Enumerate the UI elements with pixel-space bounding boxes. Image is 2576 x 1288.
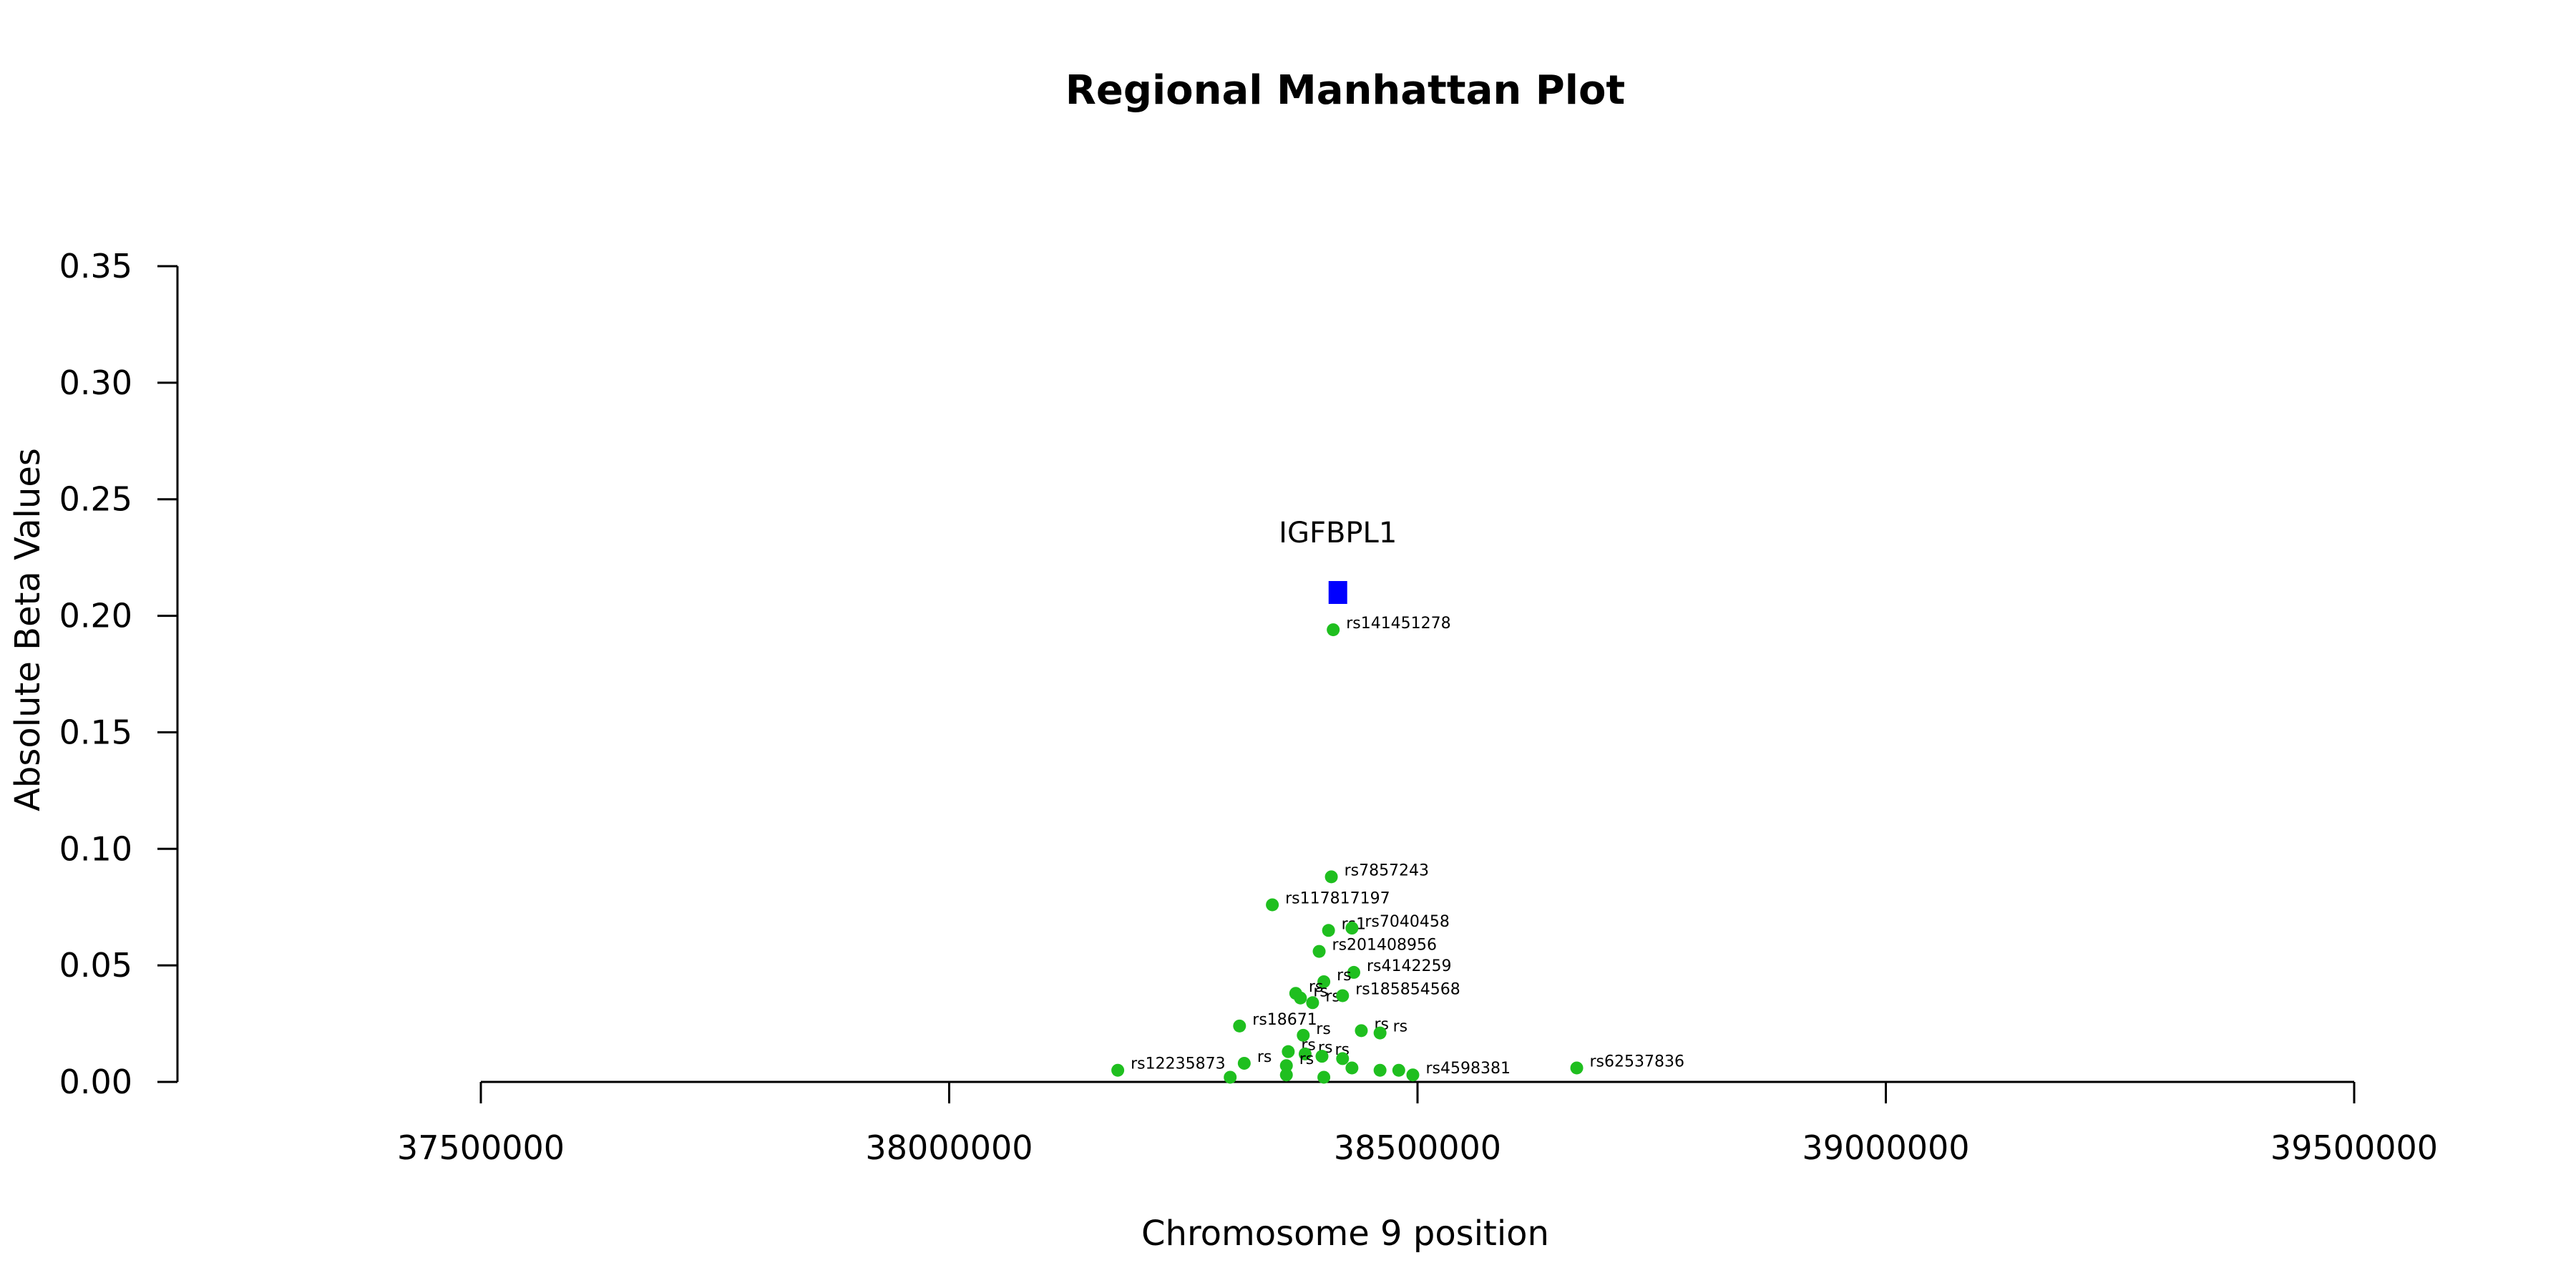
y-tick-label: 0.15 xyxy=(59,713,132,751)
y-tick-label: 0.30 xyxy=(59,364,132,402)
chart-title: Regional Manhattan Plot xyxy=(1065,67,1625,114)
y-tick-label: 0.00 xyxy=(59,1063,132,1101)
x-tick-label: 38500000 xyxy=(1334,1128,1501,1167)
snp-label: rs xyxy=(1313,983,1328,1001)
y-tick-label: 0.05 xyxy=(59,946,132,985)
snp-label: rs7857243 xyxy=(1345,862,1430,879)
snp-label: rs7040458 xyxy=(1365,913,1450,931)
gene-marker xyxy=(1328,581,1347,604)
snp-label: rs141451278 xyxy=(1346,615,1450,633)
snp-label: rs4142259 xyxy=(1367,957,1452,975)
snp-point xyxy=(1327,623,1340,637)
y-tick-label: 0.20 xyxy=(59,597,132,635)
snp-label: rs xyxy=(1309,978,1324,996)
points-layer: rs141451278rs7857243rs117817197rs1rs7040… xyxy=(1111,615,1684,1084)
snp-point xyxy=(1570,1061,1584,1075)
snp-point xyxy=(1406,1068,1420,1082)
y-tick-label: 0.10 xyxy=(59,829,132,868)
snp-label: rs12235873 xyxy=(1131,1055,1225,1073)
x-ticks: 37500000 38000000 38500000 39000000 39500000 xyxy=(397,1082,2438,1167)
x-tick-label: 39500000 xyxy=(2270,1128,2438,1167)
snp-point xyxy=(1224,1070,1237,1084)
x-tick-label: 39000000 xyxy=(1802,1128,1969,1167)
snp-point xyxy=(1345,1061,1359,1075)
snp-label: rs185854568 xyxy=(1355,980,1460,998)
snp-label: rs xyxy=(1393,1018,1408,1036)
y-ticks: 0.00 0.05 0.10 0.15 0.20 0.25 0.30 0.35 xyxy=(59,247,177,1101)
gene-label: IGFBPL1 xyxy=(1279,517,1397,550)
snp-point xyxy=(1306,996,1319,1010)
snp-point xyxy=(1392,1063,1405,1077)
snp-label: rs117817197 xyxy=(1285,889,1390,907)
x-tick-label: 37500000 xyxy=(397,1128,565,1167)
snp-point xyxy=(1336,1052,1350,1065)
snp-point xyxy=(1322,924,1335,937)
axes xyxy=(176,266,2354,1083)
snp-point xyxy=(1294,991,1307,1005)
snp-point xyxy=(1312,945,1326,958)
snp-label: rs xyxy=(1316,1020,1331,1038)
snp-point xyxy=(1297,1028,1310,1042)
snp-label: rs18671 xyxy=(1252,1011,1317,1029)
snp-point xyxy=(1237,1056,1251,1070)
gene-layer: IGFBPL1 xyxy=(1279,517,1397,604)
snp-point xyxy=(1279,1068,1293,1082)
snp-label: rs xyxy=(1337,967,1352,985)
snp-label: rs xyxy=(1325,987,1340,1005)
x-tick-label: 38000000 xyxy=(865,1128,1033,1167)
snp-point xyxy=(1111,1063,1125,1077)
snp-point xyxy=(1315,1050,1329,1063)
snp-point xyxy=(1347,965,1360,979)
snp-label: rs62537836 xyxy=(1590,1053,1684,1070)
snp-point xyxy=(1317,975,1331,988)
snp-label: rs xyxy=(1299,1050,1314,1068)
snp-point xyxy=(1266,898,1279,912)
x-axis-label: Chromosome 9 position xyxy=(1141,1214,1549,1254)
snp-point xyxy=(1336,989,1350,1002)
snp-point xyxy=(1282,1045,1295,1058)
y-axis-label: Absolute Beta Values xyxy=(8,448,48,811)
snp-point xyxy=(1345,922,1359,935)
snp-point xyxy=(1373,1063,1387,1077)
snp-label: rs xyxy=(1257,1048,1272,1066)
snp-point xyxy=(1324,870,1338,884)
snp-point xyxy=(1317,1070,1331,1084)
snp-point xyxy=(1279,1059,1293,1073)
snp-label: rs201408956 xyxy=(1332,937,1437,955)
snp-point xyxy=(1355,1024,1368,1038)
y-tick-label: 0.35 xyxy=(59,247,132,286)
snp-label: rs4598381 xyxy=(1425,1060,1511,1078)
y-tick-label: 0.25 xyxy=(59,480,132,519)
snp-point xyxy=(1298,1047,1312,1060)
snp-point xyxy=(1233,1019,1246,1033)
snp-point xyxy=(1373,1026,1387,1040)
